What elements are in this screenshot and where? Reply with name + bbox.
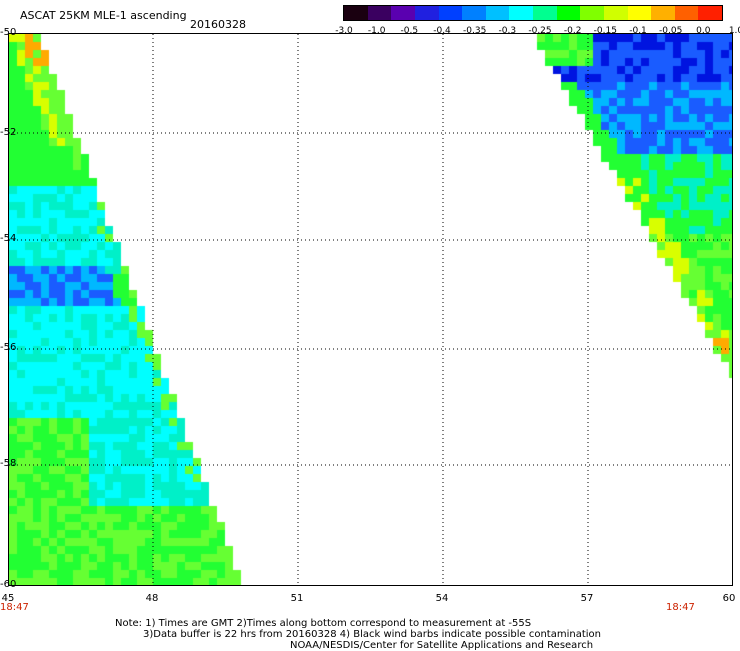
y-tick-label: -52	[0, 127, 17, 138]
x-tick-label: 45	[1, 593, 15, 604]
colorbar-label: -0.15	[593, 26, 617, 36]
colorbar-label: -0.3	[498, 26, 517, 36]
colorbar-segment	[698, 6, 722, 20]
y-tick-label: -56	[0, 342, 17, 353]
colorbar-label: -0.4	[433, 26, 451, 36]
scatterometer-swath	[9, 34, 732, 585]
colorbar-segment	[580, 6, 604, 20]
note-line: 3)Data buffer is 22 hrs from 20160328 4)…	[143, 629, 601, 640]
colorbar-segment	[603, 6, 628, 20]
colorbar-segment	[674, 6, 699, 20]
colorbar-segment	[367, 6, 392, 20]
y-tick-label: -58	[0, 458, 17, 469]
colorbar-segment	[556, 6, 581, 20]
lat-lon-grid	[9, 34, 732, 585]
colorbar-segment	[414, 6, 439, 20]
chart-title: ASCAT 25KM MLE-1 ascending	[20, 9, 187, 22]
colorbar-segment	[462, 6, 486, 20]
y-tick-label: -54	[0, 233, 17, 244]
colorbar-label: -0.1	[629, 26, 647, 36]
colorbar-label: -0.25	[528, 26, 552, 36]
y-tick-label: -50	[0, 27, 17, 38]
x-tick-label: 60	[722, 593, 736, 604]
colorbar-segment	[344, 6, 368, 20]
map-plot-area	[8, 33, 733, 586]
x-tick-label: 54	[435, 593, 449, 604]
x-tick-label: 51	[290, 593, 304, 604]
colorbar-label: -0.35	[463, 26, 487, 36]
y-tick-label: -60	[0, 579, 17, 590]
pass-time-left: 18:47	[0, 602, 29, 613]
colorbar-label: 1.0	[728, 26, 740, 36]
colorbar-label: -3.0	[335, 26, 353, 36]
chart-date: 20160328	[190, 18, 246, 31]
colorbar-label: -0.2	[563, 26, 582, 36]
colorbar	[343, 5, 723, 21]
colorbar-label: 0.0	[696, 26, 711, 36]
colorbar-label: -0.05	[659, 26, 683, 36]
pass-time-right: 18:47	[666, 602, 695, 613]
colorbar-label: -0.5	[400, 26, 419, 36]
note-line: NOAA/NESDIS/Center for Satellite Applica…	[290, 640, 594, 651]
colorbar-segment	[438, 6, 463, 20]
colorbar-segment	[509, 6, 533, 20]
note-line: Note: 1) Times are GMT 2)Times along bot…	[115, 618, 532, 629]
colorbar-labels: -3.0 -1.0 -0.5 -0.4 -0.35 -0.3 -0.25 -0.2 -0.15 -…	[330, 26, 740, 38]
colorbar-label: -1.0	[367, 26, 386, 36]
colorbar-segment	[485, 6, 510, 20]
x-tick-label: 57	[580, 593, 594, 604]
footnotes: Note: 1) Times are GMT 2)Times along bot…	[115, 618, 601, 651]
colorbar-segment	[651, 6, 675, 20]
colorbar-segment	[627, 6, 652, 20]
x-tick-label: 48	[145, 593, 159, 604]
colorbar-segment	[533, 6, 557, 20]
colorbar-segment	[391, 6, 415, 20]
